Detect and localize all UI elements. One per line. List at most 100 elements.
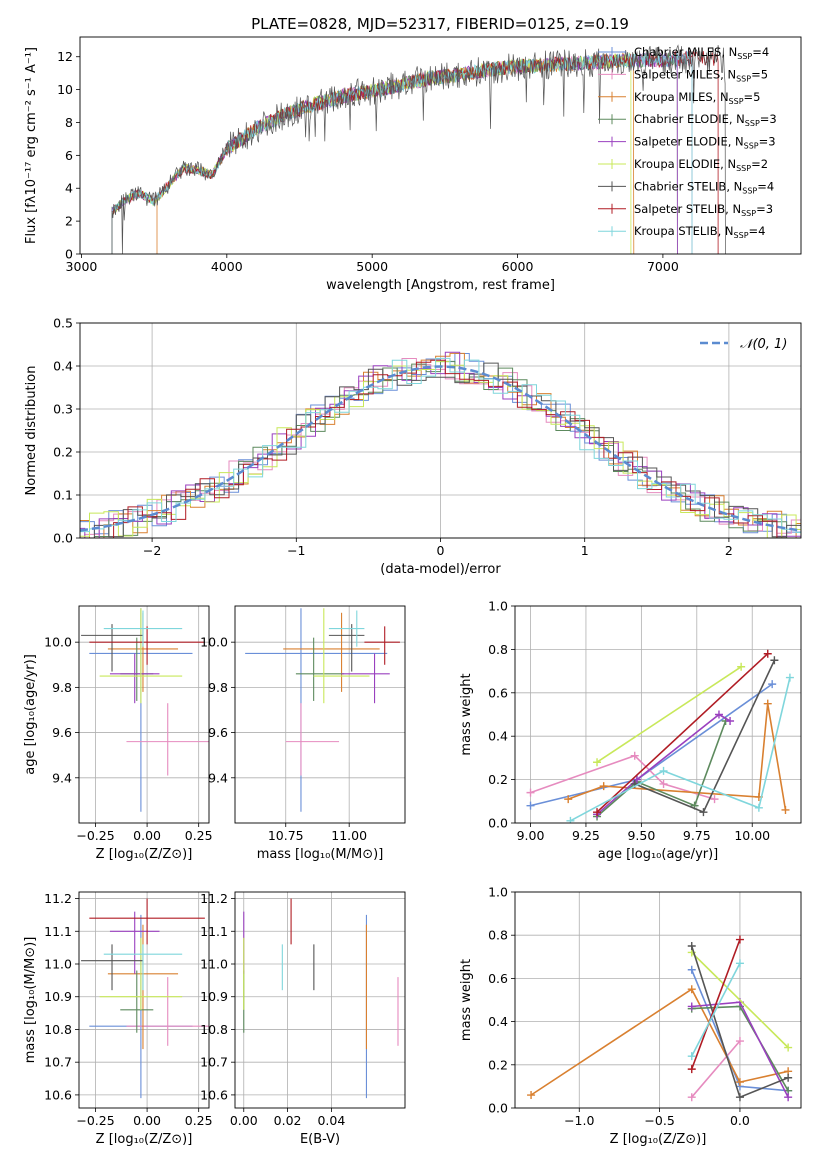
plot-area [245, 608, 400, 812]
x-tick-label: 4000 [211, 259, 243, 274]
y-tick-label: 10.0 [44, 635, 72, 650]
legend-entry-label: Salpeter STELIB, N [634, 202, 741, 216]
legend-entry-subscript: SSP [744, 142, 759, 151]
x-axis-label: (data-model)/error [380, 562, 501, 577]
y-tick-label: 0.0 [488, 816, 508, 831]
weight-point [785, 673, 794, 682]
residual-histogram-panel: −2 −1 0 1 2 0.0 0.1 0.2 0.3 0.4 0.5 (data-model)/er… [24, 316, 802, 577]
legend-entry-subscript: SSP [741, 209, 756, 218]
weight-line [567, 703, 787, 811]
y-axis-label: Normed distribution [24, 366, 39, 496]
x-axis-label: Z [log₁₀(Z/Z⊙)] [96, 847, 193, 862]
legend-entry: Salpeter STELIB, NSSP=3 [634, 202, 773, 218]
y-tick-label: 10.8 [44, 1022, 72, 1037]
y-tick-label: 1.0 [488, 599, 508, 614]
histogram-steps [80, 357, 801, 533]
weight-point [687, 965, 696, 974]
y-tick-label: 11.0 [44, 957, 72, 972]
y-tick-label: 0.4 [53, 359, 73, 374]
weight-point [710, 795, 719, 804]
legend-entry: Salpeter ELODIE, NSSP=3 [634, 135, 776, 151]
weight-point [699, 808, 708, 817]
weight-line [596, 720, 727, 818]
x-tick-label: 10.75 [268, 828, 304, 843]
mass-weight-vs-age-panel: 9.00 9.25 9.50 9.75 10.00 0.0 0.2 0.4 0.6 0.8 1.0 a… [459, 599, 802, 862]
legend-entry-label: Salpeter ELODIE, N [634, 135, 744, 149]
weight-point [735, 1093, 744, 1102]
y-tick-label: 0 [65, 247, 73, 262]
x-tick-label: 0.00 [133, 828, 161, 843]
y-tick-label: 11.2 [200, 891, 228, 906]
axes-frame [514, 605, 802, 824]
x-tick-label: 0.02 [274, 1113, 302, 1128]
x-tick-label: 1 [581, 543, 589, 558]
axes-frame [514, 891, 802, 1109]
weight-point [566, 816, 575, 823]
y-tick-label: 11.1 [44, 924, 72, 939]
histogram-steps [80, 359, 801, 538]
axes-frame [79, 36, 802, 255]
legend-entry: Salpeter MILES, NSSP=5 [634, 67, 768, 83]
x-tick-label: 10.00 [734, 828, 770, 843]
legend-entry-value: =5 [744, 90, 761, 104]
spectrum-line [111, 44, 726, 254]
weight-point [687, 1065, 696, 1074]
y-tick-label: 9.4 [208, 770, 228, 785]
legend-entry-value: =3 [760, 112, 777, 126]
y-tick-label: 9.6 [52, 725, 72, 740]
y-tick-label: 9.6 [208, 725, 228, 740]
y-tick-label: 0.5 [53, 316, 73, 331]
y-axis-label: mass weight [459, 959, 474, 1041]
weight-point [784, 1093, 793, 1102]
mass-vs-metallicity-panel: −0.25 0.00 0.25 10.6 10.7 10.8 10.9 11.0 11.1 11.… [23, 891, 213, 1147]
x-axis-label: age [log₁₀(age/yr)] [598, 847, 719, 862]
y-tick-label: 10.0 [200, 635, 228, 650]
y-tick-label: 11.1 [200, 924, 228, 939]
y-tick-label: 10.6 [44, 1087, 72, 1102]
weight-point [526, 801, 535, 810]
weight-point [687, 942, 696, 950]
weight-point [784, 1043, 793, 1052]
axes-frame [78, 891, 210, 1109]
weight-point [754, 803, 763, 812]
weight-point [659, 779, 668, 788]
y-tick-label: 12 [57, 49, 73, 64]
weight-point [770, 656, 779, 665]
weight-point [768, 680, 777, 689]
weight-point [735, 1037, 744, 1046]
mass-vs-ebv-panel: 0.00 0.02 0.04 10.6 10.7 10.8 10.9 11.0 11.1 11.2… [200, 891, 406, 1147]
age-vs-mass-panel: 10.75 11.00 9.4 9.6 9.8 10.0 mass [log₁₀(M/M⊙)… [200, 605, 406, 862]
x-tick-label: −0.25 [76, 828, 114, 843]
x-tick-label: −0.25 [76, 1113, 114, 1128]
legend-entry: Chabrier MILES, NSSP=4 [634, 45, 769, 61]
age-vs-metallicity-panel: −0.25 0.00 0.25 9.4 9.6 9.8 10.0 Z [log₁₀(Z/Z⊙)… [23, 605, 213, 862]
weight-point [735, 1078, 744, 1087]
y-tick-label: 8 [65, 115, 73, 130]
weight-point [564, 795, 573, 804]
y-tick-label: 9.8 [208, 680, 228, 695]
x-axis-label: Z [log₁₀(Z/Z⊙)] [610, 1132, 707, 1147]
weight-point [735, 959, 744, 968]
y-tick-label: 11.0 [200, 957, 228, 972]
weight-line [530, 988, 789, 1096]
weight-point [737, 662, 746, 671]
x-tick-label: 9.25 [572, 828, 600, 843]
weight-point [687, 1002, 696, 1011]
x-tick-label: 9.50 [627, 828, 655, 843]
axes-frame [234, 891, 406, 1109]
weight-point [735, 935, 744, 944]
y-tick-label: 0.6 [488, 971, 508, 986]
weight-point [784, 1073, 793, 1082]
legend-entry: Kroupa MILES, NSSP=5 [634, 90, 760, 106]
x-tick-label: 2 [725, 543, 733, 558]
legend-entry-subscript: SSP [729, 97, 744, 106]
weight-point [687, 1093, 696, 1102]
x-tick-label: 0.0 [730, 1113, 750, 1128]
x-tick-label: 6000 [502, 259, 534, 274]
plot-area [526, 649, 794, 823]
y-tick-label: 1.0 [488, 885, 508, 900]
y-tick-label: 0.2 [488, 772, 508, 787]
x-axis-label: mass [log₁₀(M/M⊙)] [257, 847, 384, 862]
weight-point [527, 1091, 536, 1100]
